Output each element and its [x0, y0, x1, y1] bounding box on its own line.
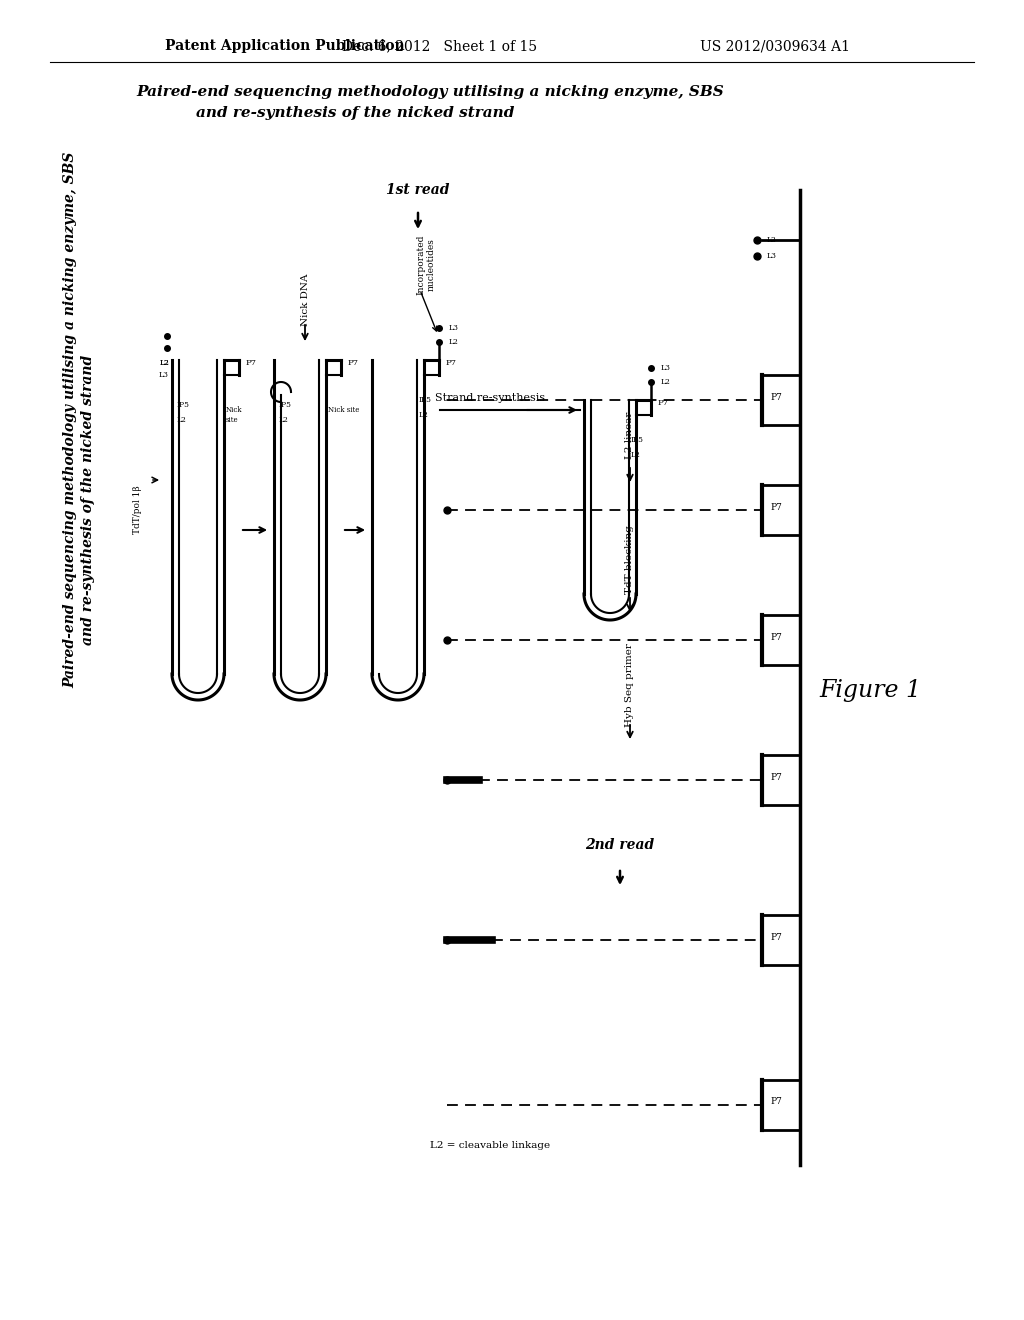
- Text: Incorporated
nucleotides: Incorporated nucleotides: [417, 235, 435, 296]
- Text: site: site: [226, 416, 239, 424]
- Text: P7: P7: [348, 359, 359, 367]
- Text: P7: P7: [770, 772, 782, 781]
- Text: Paired-end sequencing methodology utilising a nicking enzyme, SBS: Paired-end sequencing methodology utilis…: [63, 152, 77, 688]
- Text: P7: P7: [246, 359, 257, 367]
- Text: IP5: IP5: [279, 401, 292, 409]
- Text: Figure 1: Figure 1: [819, 678, 921, 701]
- Text: 2nd read: 2nd read: [586, 838, 654, 851]
- Text: L2: L2: [177, 416, 186, 424]
- Text: L2: L2: [419, 411, 429, 418]
- Text: IP5: IP5: [177, 401, 190, 409]
- Text: L3: L3: [159, 371, 169, 379]
- Text: Nick DNA: Nick DNA: [300, 273, 309, 326]
- Text: IP5: IP5: [631, 436, 644, 444]
- Text: P7: P7: [658, 399, 669, 407]
- Text: Hyb Seq primer: Hyb Seq primer: [626, 643, 635, 727]
- Text: TdT/pol 1β: TdT/pol 1β: [132, 486, 141, 535]
- Text: Nick site: Nick site: [328, 407, 359, 414]
- Text: and re-synthesis of the nicked strand: and re-synthesis of the nicked strand: [81, 355, 95, 645]
- Text: L2: L2: [449, 338, 459, 346]
- Text: L2 = cleavable linkage: L2 = cleavable linkage: [430, 1140, 550, 1150]
- Text: L2: L2: [279, 416, 289, 424]
- Text: Dec. 6, 2012   Sheet 1 of 15: Dec. 6, 2012 Sheet 1 of 15: [342, 40, 538, 53]
- Text: IP5: IP5: [419, 396, 432, 404]
- Text: L2: L2: [662, 378, 671, 385]
- Text: L2 linear: L2 linear: [626, 412, 635, 458]
- Text: L3: L3: [662, 364, 671, 372]
- Text: Nick: Nick: [226, 407, 243, 414]
- Text: P7: P7: [770, 392, 782, 401]
- Text: and re-synthesis of the nicked strand: and re-synthesis of the nicked strand: [196, 106, 514, 120]
- Text: Paired-end sequencing methodology utilising a nicking enzyme, SBS: Paired-end sequencing methodology utilis…: [136, 84, 724, 99]
- Text: L2: L2: [631, 451, 641, 459]
- Text: Patent Application Publication: Patent Application Publication: [165, 40, 404, 53]
- Text: P7: P7: [446, 359, 457, 367]
- Text: Strand re-synthesis: Strand re-synthesis: [435, 393, 545, 403]
- Text: P7: P7: [770, 503, 782, 511]
- Text: P7: P7: [770, 632, 782, 642]
- Text: L3: L3: [449, 323, 459, 333]
- Text: 1st read: 1st read: [386, 183, 450, 197]
- Text: L3: L3: [767, 252, 777, 260]
- Text: L2: L2: [767, 236, 777, 244]
- Text: P7: P7: [770, 932, 782, 941]
- Text: L2: L2: [159, 359, 169, 367]
- Text: TdT blocking: TdT blocking: [626, 525, 635, 594]
- Text: P7: P7: [770, 1097, 782, 1106]
- Text: US 2012/0309634 A1: US 2012/0309634 A1: [700, 40, 850, 53]
- Text: L2: L2: [159, 359, 169, 367]
